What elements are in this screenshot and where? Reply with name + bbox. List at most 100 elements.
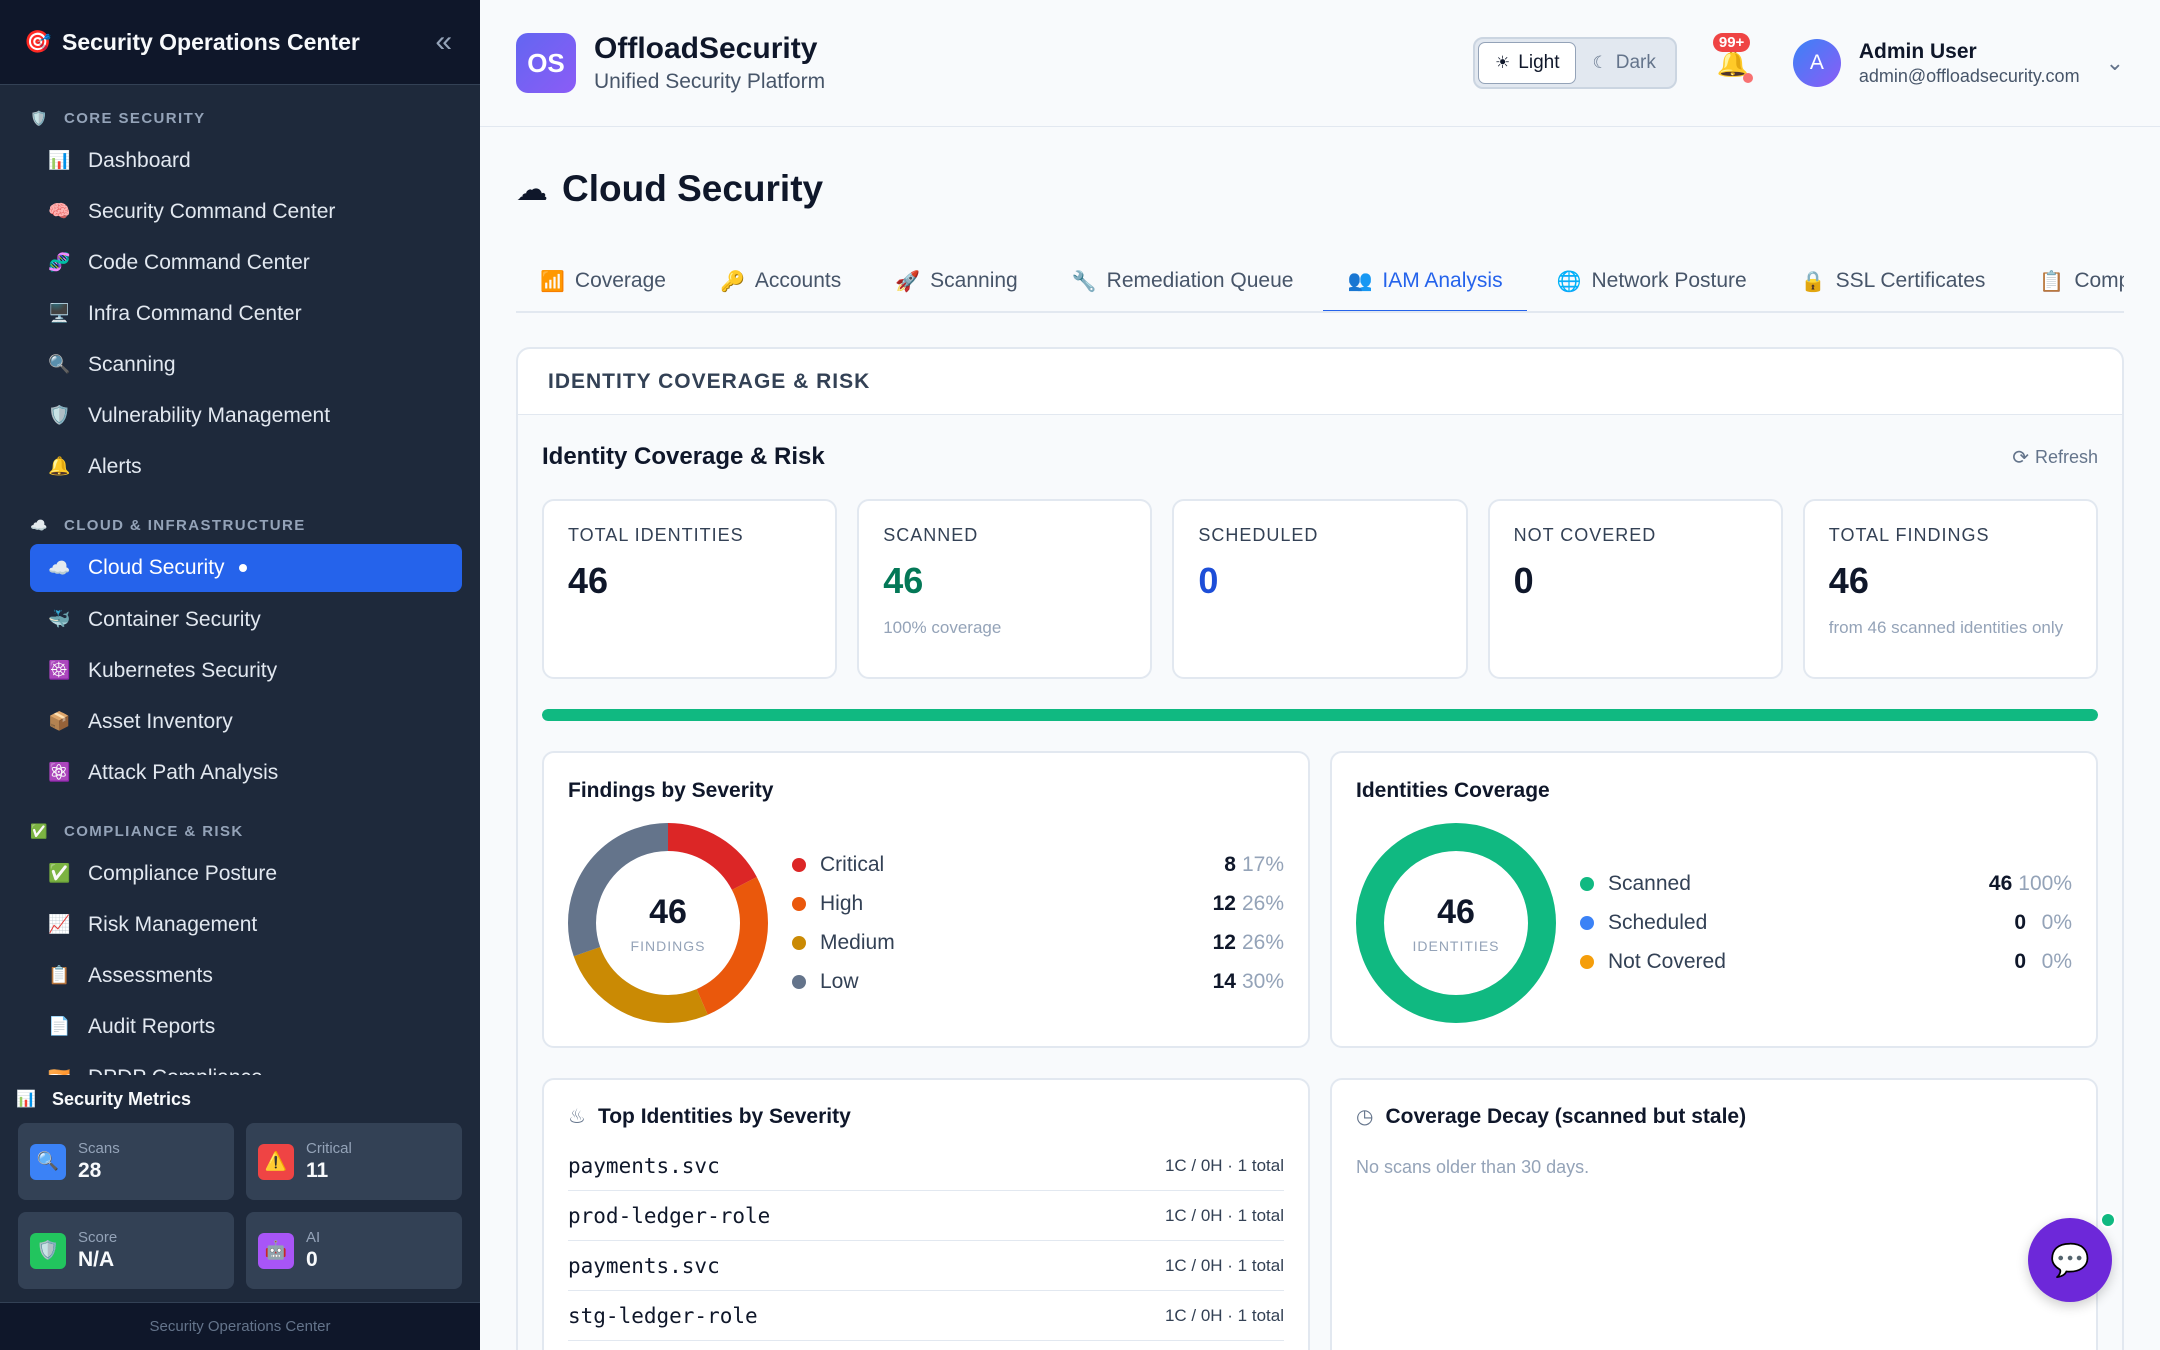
attack-path-analysis-icon: ⚛️	[48, 762, 71, 782]
tab-coverage[interactable]: 📶 Coverage	[516, 251, 690, 311]
sidebar-item-asset-inventory[interactable]: 📦 Asset Inventory	[30, 696, 462, 747]
sidebar-item-infra-command-center[interactable]: 🖥️ Infra Command Center	[30, 288, 462, 339]
tab-label: Coverage	[574, 269, 666, 292]
donut-center: 46 FINDINGS	[568, 823, 768, 1023]
metric-card-score[interactable]: 🛡️ Score N/A	[18, 1212, 234, 1289]
tab-compliance[interactable]: 📋 Compliance	[2015, 251, 2124, 311]
legend-item-low: Low 14 30%	[792, 962, 1284, 1001]
stat-value: 0	[1198, 560, 1219, 601]
identity-summary: 1C / 0H · 1 total	[1164, 1255, 1284, 1275]
findings-by-severity-card: Findings by Severity 46 FINDINGS Critica…	[542, 751, 1310, 1048]
sidebar-item-scanning[interactable]: 🔍 Scanning	[30, 339, 462, 390]
metric-card-critical[interactable]: ⚠️ Critical 11	[246, 1123, 462, 1200]
user-menu[interactable]: A Admin User admin@offloadsecurity.com ⌄	[1792, 39, 2124, 87]
tab-iam-analysis[interactable]: 👥 IAM Analysis	[1323, 251, 1527, 311]
donut-slice-low[interactable]	[568, 823, 768, 1023]
table-row[interactable]: payments.svc 1C / 0H · 1 total	[568, 1141, 1284, 1191]
critical-metric-icon: ⚠️	[258, 1143, 294, 1180]
brand-logo[interactable]: OS	[516, 33, 576, 93]
tab-network-posture[interactable]: 🌐 Network Posture	[1533, 251, 1771, 311]
tab-label: Compliance	[2074, 269, 2124, 292]
avatar: A	[1792, 39, 1841, 87]
sidebar-item-vulnerability-management[interactable]: 🛡️ Vulnerability Management	[30, 390, 462, 441]
sidebar-item-compliance-posture[interactable]: ✅ Compliance Posture	[30, 848, 462, 899]
legend-percent: 26%	[1241, 891, 1284, 915]
cloud-security-icon: ☁️	[48, 557, 71, 578]
dark-theme-button[interactable]: ☾ Dark	[1576, 42, 1671, 84]
sidebar-section-header: ✅ COMPLIANCE & RISK	[30, 814, 462, 848]
remediation-queue-tab-icon: 🔧	[1071, 270, 1097, 293]
sidebar-item-label: Dashboard	[88, 148, 191, 172]
sidebar: 🎯 Security Operations Center « 🛡️ CORE SE…	[0, 0, 480, 1350]
sidebar-item-code-command-center[interactable]: 🧬 Code Command Center	[30, 237, 462, 288]
metric-label: Score	[78, 1229, 118, 1246]
collapse-sidebar-icon[interactable]: «	[435, 25, 452, 58]
sidebar-item-dpdp-compliance[interactable]: 🇮🇳DPDP Compliance	[30, 1052, 462, 1076]
donut-slice-high[interactable]	[568, 823, 768, 1023]
scans-metric-icon: 🔍	[30, 1143, 66, 1180]
sidebar-item-alerts[interactable]: 🔔 Alerts	[30, 441, 462, 492]
user-name: Admin User	[1858, 39, 1977, 63]
top-bar: OS OffloadSecurity Unified Security Plat…	[480, 0, 2160, 127]
sidebar-item-label: Code Command Center	[88, 250, 310, 274]
notifications-button[interactable]: 🔔 99+	[1712, 33, 1753, 83]
legend-percent: 0%	[2041, 911, 2072, 934]
metrics-grid: 🔍 Scans 28 ⚠️ Critical 11 🛡️ Score N/A 🤖 AI 0	[16, 1123, 464, 1289]
metric-label: Scans	[78, 1140, 120, 1157]
tab-label: SSL Certificates	[1835, 269, 1986, 292]
table-row[interactable]: stg-ledger-role 1C / 0H · 1 total	[568, 1291, 1284, 1341]
legend-value: 8	[1224, 852, 1236, 876]
ai-metric-icon: 🤖	[258, 1232, 294, 1269]
tab-remediation-queue[interactable]: 🔧 Remediation Queue	[1048, 251, 1318, 311]
chevron-down-icon[interactable]: ⌄	[2105, 50, 2124, 75]
sidebar-item-attack-path-analysis[interactable]: ⚛️ Attack Path Analysis	[30, 747, 462, 798]
legend-item-not-covered: Not Covered 0 0%	[1580, 943, 2072, 982]
metric-card-ai[interactable]: 🤖 AI 0	[246, 1212, 462, 1289]
scanning-icon: 🔍	[48, 354, 71, 374]
identity-name: stg-ledger-role	[568, 1303, 758, 1328]
sidebar-footer: Security Operations Center	[0, 1302, 480, 1350]
vulnerability-management-icon: 🛡️	[48, 405, 71, 425]
light-label: Light	[1518, 52, 1560, 73]
tab-ssl-certificates[interactable]: 🔒 SSL Certificates	[1777, 251, 2010, 311]
chat-button[interactable]: 💬	[2028, 1218, 2112, 1302]
light-theme-button[interactable]: ☀ Light	[1478, 42, 1577, 84]
donut-slice-scanned[interactable]	[1356, 823, 1556, 1023]
sidebar-item-dashboard[interactable]: 📊 Dashboard	[30, 135, 462, 186]
sidebar-item-label: Kubernetes Security	[88, 658, 278, 682]
page-title: ☁ Cloud Security	[516, 127, 2124, 251]
coverage-tab-icon: 📶	[540, 270, 565, 293]
coverage-decay-title: Coverage Decay (scanned but stale)	[1385, 1104, 1747, 1128]
sidebar-item-risk-management[interactable]: 📈 Risk Management	[30, 899, 462, 950]
sidebar-item-audit-reports[interactable]: 📄 Audit Reports	[30, 1001, 462, 1052]
assessments-icon: 📋	[48, 965, 71, 985]
sidebar-item-label: Security Command Center	[88, 199, 336, 223]
identities-coverage-card: Identities Coverage 46 IDENTITIES Scanne…	[1330, 751, 2098, 1048]
dpdp-compliance-icon: 🇮🇳	[48, 1067, 88, 1075]
iam-analysis-tab-icon: 👥	[1347, 270, 1373, 292]
tab-scanning[interactable]: 🚀 Scanning	[871, 251, 1041, 311]
legend-label: Scanned	[1608, 872, 1691, 895]
coverage-decay-card: ◷ Coverage Decay (scanned but stale) No …	[1330, 1078, 2098, 1350]
code-command-center-icon: 🧬	[48, 252, 71, 272]
kubernetes-security-icon: ☸️	[48, 660, 71, 680]
sidebar-item-container-security[interactable]: 🐳 Container Security	[30, 594, 462, 645]
metric-card-scans[interactable]: 🔍 Scans 28	[18, 1123, 234, 1200]
coverage-progress-bar	[542, 709, 2098, 721]
sidebar-item-kubernetes-security[interactable]: ☸️ Kubernetes Security	[30, 645, 462, 696]
metric-value: 11	[306, 1159, 329, 1182]
coverage-chart: 46 IDENTITIES Scanned 46 100% Scheduled 0 0% N…	[1356, 823, 2072, 1023]
sidebar-item-security-command-center[interactable]: 🧠 Security Command Center	[30, 186, 462, 237]
table-row[interactable]: payments.svc 1C / 0H · 1 total	[568, 1241, 1284, 1291]
table-row[interactable]: prod-ledger-role 1C / 0H · 1 total	[568, 1191, 1284, 1241]
theme-toggle: ☀ Light ☾ Dark	[1473, 37, 1677, 89]
tab-accounts[interactable]: 🔑 Accounts	[696, 251, 865, 311]
sidebar-header: 🎯 Security Operations Center «	[0, 0, 480, 85]
refresh-button[interactable]: ⟳ Refresh	[2012, 445, 2098, 470]
sidebar-item-assessments[interactable]: 📋 Assessments	[30, 950, 462, 1001]
notification-badge: 99+	[1712, 33, 1751, 52]
main-content: ☁ Cloud Security 📶 Coverage 🔑 Accounts 🚀 Scan…	[516, 127, 2124, 1350]
sidebar-item-cloud-security[interactable]: ☁️ Cloud Security	[30, 544, 462, 592]
legend-percent: 0%	[2041, 950, 2072, 973]
donut-slice-medium[interactable]	[568, 823, 768, 1023]
